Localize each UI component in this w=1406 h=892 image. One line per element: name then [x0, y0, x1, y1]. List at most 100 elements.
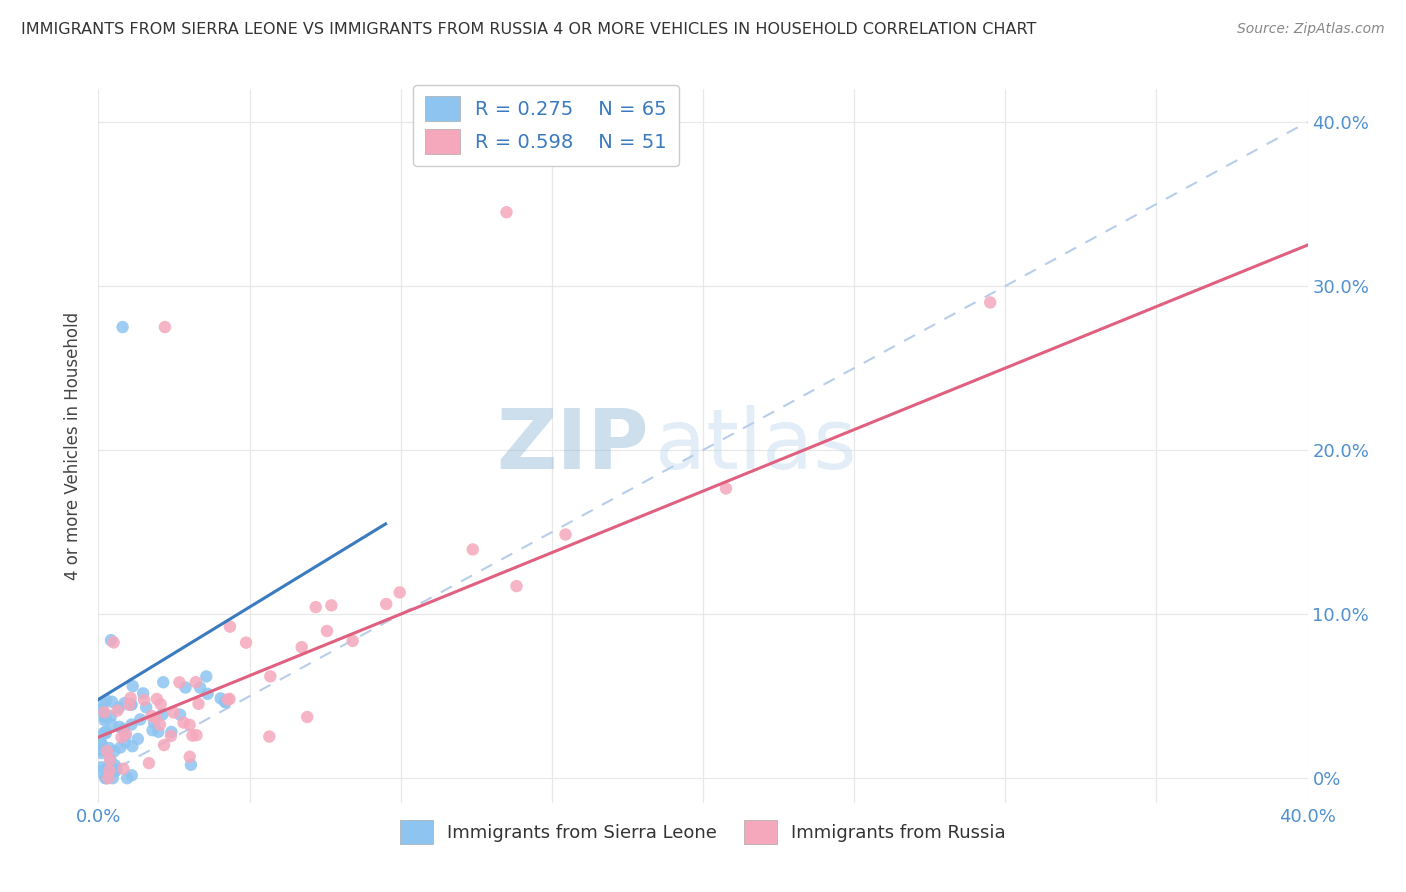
- Point: [112, 723, 135, 737]
- Point: [90, 764, 112, 779]
- Point: [132, 686, 155, 700]
- Point: [120, 690, 142, 705]
- Point: [180, 757, 202, 772]
- Point: [96, 771, 118, 785]
- Point: [94, 726, 117, 740]
- Point: [169, 675, 191, 690]
- Point: [100, 709, 122, 723]
- Point: [179, 718, 201, 732]
- Point: [297, 710, 319, 724]
- Point: [115, 771, 138, 785]
- Point: [91, 702, 114, 716]
- Point: [90, 738, 112, 752]
- Point: [214, 695, 236, 709]
- Point: [148, 724, 170, 739]
- Point: [152, 707, 174, 722]
- Point: [235, 635, 257, 649]
- Point: [218, 692, 240, 706]
- Point: [186, 728, 208, 742]
- Point: [104, 758, 127, 772]
- Point: [141, 709, 163, 723]
- Text: Source: ZipAtlas.com: Source: ZipAtlas.com: [1237, 22, 1385, 37]
- Point: [169, 707, 191, 722]
- Point: [98, 741, 121, 756]
- Point: [145, 711, 167, 725]
- Text: atlas: atlas: [655, 406, 856, 486]
- Point: [101, 695, 124, 709]
- Point: [100, 763, 122, 777]
- Point: [197, 687, 219, 701]
- Point: [132, 693, 155, 707]
- Point: [93, 713, 115, 727]
- Point: [118, 698, 141, 712]
- Point: [143, 715, 166, 730]
- Point: [100, 752, 122, 766]
- Point: [160, 729, 183, 743]
- Point: [93, 709, 115, 723]
- Point: [90, 736, 112, 750]
- Point: [96, 761, 118, 775]
- Point: [121, 679, 143, 693]
- Point: [129, 713, 152, 727]
- Point: [93, 705, 115, 719]
- Point: [214, 695, 236, 709]
- Point: [100, 717, 122, 731]
- Legend: Immigrants from Sierra Leone, Immigrants from Russia: Immigrants from Sierra Leone, Immigrants…: [394, 814, 1012, 851]
- Point: [94, 724, 117, 739]
- Point: [179, 749, 201, 764]
- Text: ZIP: ZIP: [496, 406, 648, 486]
- Point: [121, 739, 143, 754]
- Point: [112, 762, 135, 776]
- Point: [184, 675, 207, 690]
- Point: [90, 760, 112, 774]
- Point: [110, 740, 132, 755]
- Point: [305, 600, 328, 615]
- Point: [103, 635, 125, 649]
- Point: [979, 295, 1001, 310]
- Point: [153, 320, 176, 334]
- Point: [195, 669, 218, 683]
- Point: [316, 624, 339, 638]
- Point: [187, 697, 209, 711]
- Point: [217, 692, 239, 706]
- Point: [103, 744, 125, 758]
- Point: [90, 743, 112, 757]
- Point: [93, 726, 115, 740]
- Point: [114, 735, 136, 749]
- Point: [120, 698, 142, 712]
- Point: [108, 700, 131, 714]
- Point: [135, 700, 157, 714]
- Y-axis label: 4 or more Vehicles in Household: 4 or more Vehicles in Household: [65, 312, 83, 580]
- Point: [209, 691, 232, 706]
- Point: [181, 729, 204, 743]
- Point: [127, 731, 149, 746]
- Point: [163, 706, 186, 720]
- Point: [105, 762, 128, 776]
- Point: [90, 746, 112, 760]
- Point: [91, 696, 114, 710]
- Point: [149, 697, 172, 711]
- Point: [141, 723, 163, 738]
- Point: [375, 597, 398, 611]
- Text: IMMIGRANTS FROM SIERRA LEONE VS IMMIGRANTS FROM RUSSIA 4 OR MORE VEHICLES IN HOU: IMMIGRANTS FROM SIERRA LEONE VS IMMIGRAN…: [21, 22, 1036, 37]
- Point: [146, 692, 169, 706]
- Point: [121, 698, 143, 712]
- Point: [259, 730, 281, 744]
- Point: [259, 669, 281, 683]
- Point: [98, 753, 121, 767]
- Point: [173, 715, 195, 730]
- Point: [495, 205, 517, 219]
- Point: [100, 633, 122, 648]
- Point: [152, 675, 174, 690]
- Point: [104, 764, 127, 779]
- Point: [174, 681, 197, 695]
- Point: [121, 768, 143, 782]
- Point: [114, 727, 136, 741]
- Point: [110, 731, 132, 745]
- Point: [342, 634, 364, 648]
- Point: [554, 527, 576, 541]
- Point: [101, 771, 124, 785]
- Point: [114, 696, 136, 710]
- Point: [321, 599, 343, 613]
- Point: [94, 771, 117, 785]
